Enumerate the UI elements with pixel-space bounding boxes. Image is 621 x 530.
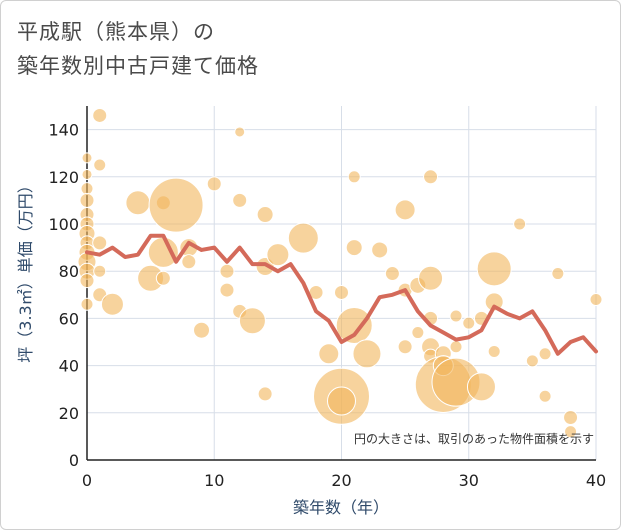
trend-line-series <box>85 233 598 356</box>
x-tick-label: 20 <box>331 471 351 490</box>
bubble-point <box>397 339 413 355</box>
y-tick-label: 80 <box>59 262 79 281</box>
y-tick-label: 120 <box>48 168 79 187</box>
bubble-point <box>256 206 274 224</box>
bubble-series <box>77 107 603 439</box>
bubble-point <box>394 199 416 221</box>
bubble-point <box>589 293 603 307</box>
bubble-point <box>80 297 94 311</box>
bubble-point <box>345 239 363 257</box>
bubble-point <box>219 282 235 298</box>
bubble-point <box>287 222 319 254</box>
bubble-point <box>513 217 527 231</box>
bubble-point <box>125 190 151 216</box>
bubble-point <box>318 343 340 365</box>
bubble-point <box>538 389 552 403</box>
bubble-point <box>219 263 235 279</box>
bubble-point <box>93 158 107 172</box>
bubble-point <box>81 168 93 180</box>
y-tick-label: 60 <box>59 309 79 328</box>
bubble-point <box>466 372 496 402</box>
x-axis-label: 築年数（年） <box>293 498 389 517</box>
bubble-point <box>193 321 211 339</box>
bubble-point <box>423 169 439 185</box>
bubble-size-note: 円の大きさは、取引のあった物件面積を示す <box>354 431 594 446</box>
bubble-point <box>563 410 579 426</box>
bubble-point <box>181 254 197 270</box>
x-tick-label: 10 <box>204 471 224 490</box>
bubble-point <box>334 284 349 300</box>
y-axis-label: 坪（3.3㎡）単価（万円） <box>16 177 35 362</box>
y-tick-label: 140 <box>48 121 79 140</box>
bubble-point <box>476 251 512 287</box>
average-price-line <box>85 233 598 356</box>
bubble-point <box>147 236 179 268</box>
bubble-point <box>79 192 95 208</box>
bubble-point <box>238 307 266 335</box>
chart-title-line2: 築年数別中古戸建て価格 <box>17 54 259 78</box>
bubble-point <box>234 126 246 138</box>
bubble-point <box>525 354 539 368</box>
bubble-point <box>81 152 93 164</box>
bubble-point <box>155 270 171 286</box>
x-tick-label: 30 <box>459 471 479 490</box>
bubble-point <box>538 347 552 361</box>
x-tick-label: 0 <box>82 471 92 490</box>
bubble-point <box>92 107 108 123</box>
bubble-point <box>148 177 204 233</box>
y-tick-label: 40 <box>59 357 79 376</box>
chart-title-line1: 平成駅（熊本県）の <box>17 20 215 44</box>
bubble-point <box>484 292 504 312</box>
bubble-point <box>352 339 382 369</box>
bubble-point <box>206 176 222 192</box>
bubble-point <box>462 316 476 330</box>
bubble-point <box>92 235 108 251</box>
bubble-point <box>257 386 273 402</box>
bubble-point <box>347 170 361 184</box>
bubble-point <box>80 182 94 196</box>
bubble-point <box>100 292 124 316</box>
bubble-point <box>418 265 444 291</box>
y-tick-label: 20 <box>59 404 79 423</box>
bubble-point <box>411 326 425 340</box>
bubble-point <box>266 243 290 267</box>
bubble-point <box>449 309 463 323</box>
bubble-point <box>93 264 107 278</box>
bubble-point <box>564 425 578 439</box>
axis-ticks: 0 10 20 30 40 0 20 40 60 80 100 120 140 <box>48 121 606 490</box>
y-tick-label: 100 <box>48 215 79 234</box>
bubble-point <box>487 344 501 358</box>
y-tick-label: 0 <box>69 451 79 470</box>
bubble-point <box>335 306 373 344</box>
bubble-point <box>384 266 400 282</box>
x-tick-label: 40 <box>586 471 606 490</box>
bubble-point <box>449 340 463 354</box>
bubble-point <box>327 386 356 416</box>
bubble-point <box>551 267 565 281</box>
bubble-point <box>371 241 389 259</box>
bubble-point <box>232 192 248 208</box>
bubble-point <box>79 273 95 289</box>
chart-title: 平成駅（熊本県）の 築年数別中古戸建て価格 <box>17 15 259 83</box>
